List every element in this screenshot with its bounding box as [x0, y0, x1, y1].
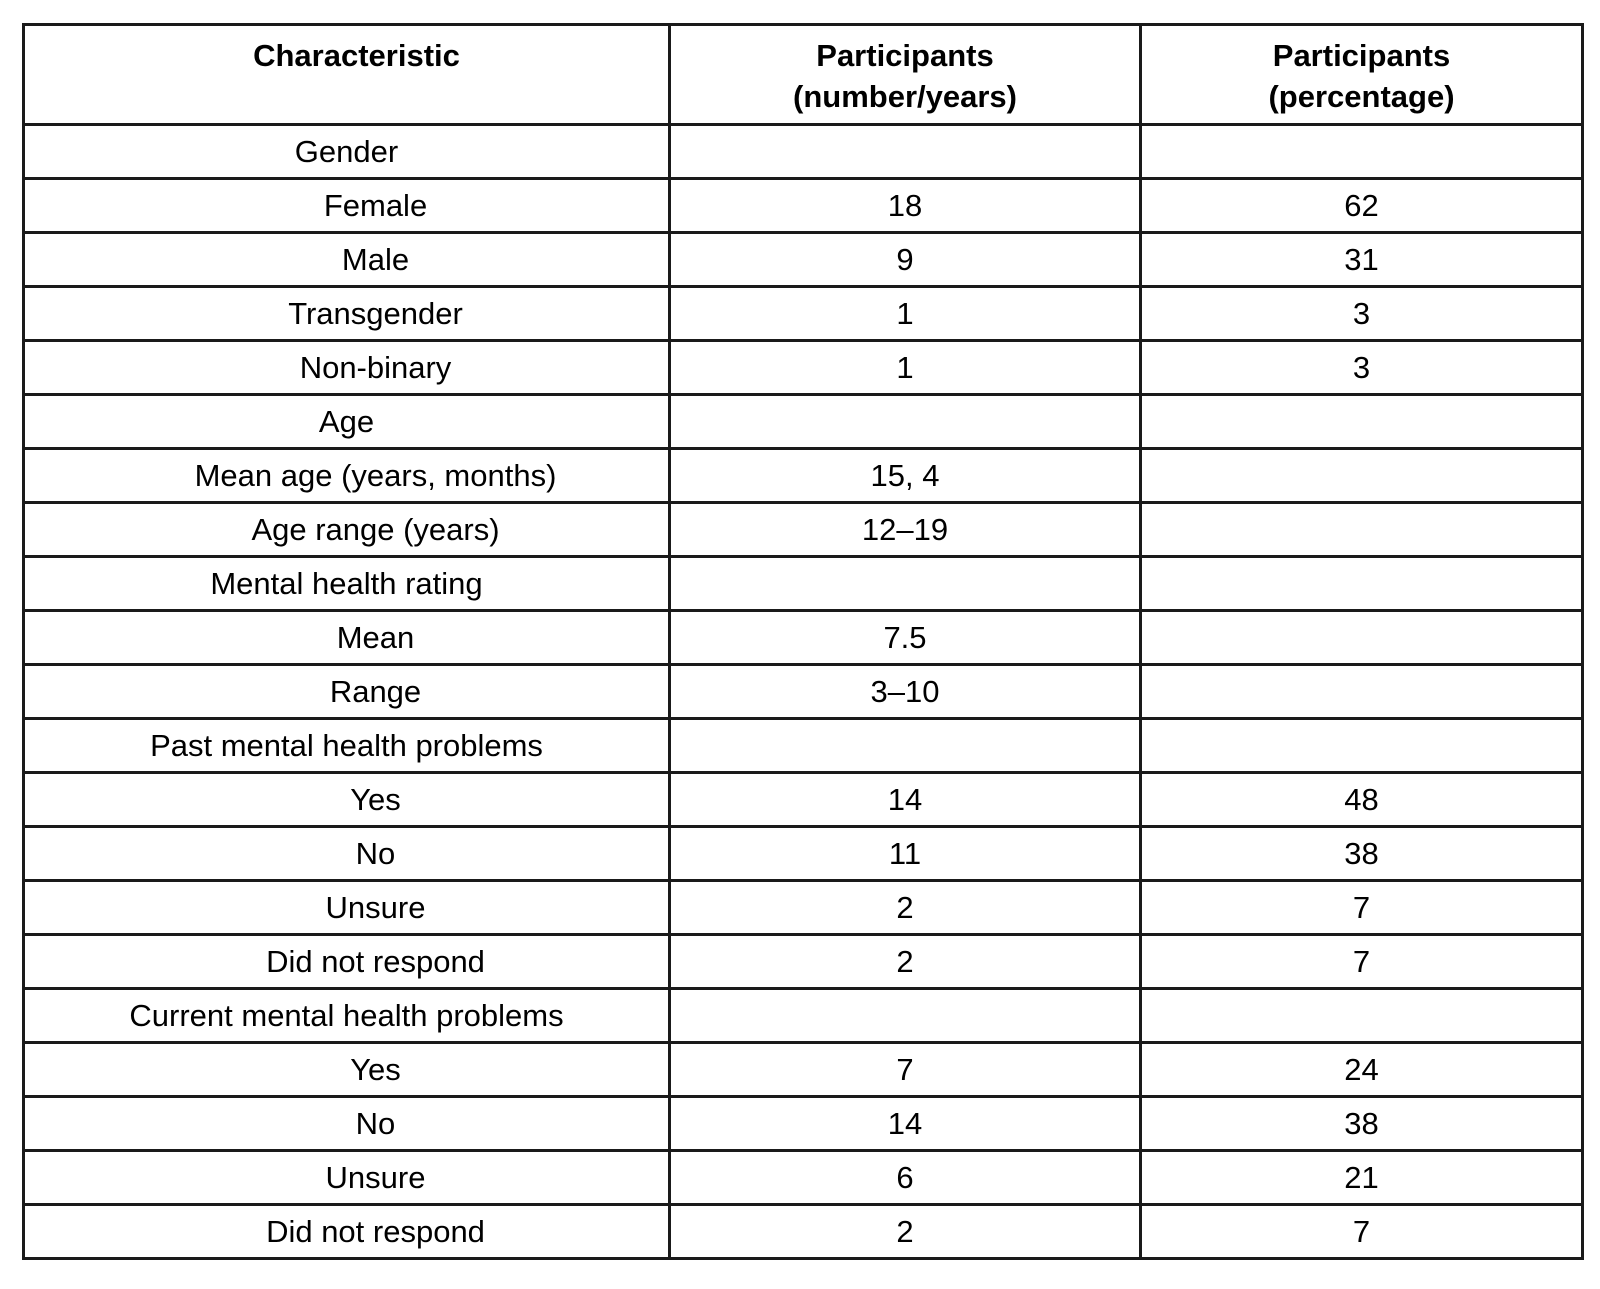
- row-participants-number: [668, 555, 1142, 612]
- row-participants-percentage: [1139, 123, 1584, 180]
- table-row-item: Unsure 6 21: [22, 1149, 1584, 1206]
- table-row-item: Age range (years) 12–19: [22, 501, 1584, 558]
- header-participants-number: Participants (number/years): [668, 23, 1142, 126]
- table-row-item: Mean 7.5: [22, 609, 1584, 666]
- row-participants-percentage: 38: [1139, 825, 1584, 882]
- row-label: Mental health rating: [22, 555, 671, 612]
- table-row-item: Unsure 2 7: [22, 879, 1584, 936]
- table-row-section: Mental health rating: [22, 555, 1584, 612]
- row-participants-percentage: 21: [1139, 1149, 1584, 1206]
- table-row-item: Range 3–10: [22, 663, 1584, 720]
- row-participants-percentage: [1139, 393, 1584, 450]
- row-label: Yes: [22, 771, 671, 828]
- row-participants-percentage: 31: [1139, 231, 1584, 288]
- table-row-item: Non-binary 1 3: [22, 339, 1584, 396]
- row-participants-percentage: 24: [1139, 1041, 1584, 1098]
- row-label: No: [22, 825, 671, 882]
- row-participants-percentage: [1139, 447, 1584, 504]
- row-participants-number: 6: [668, 1149, 1142, 1206]
- row-label: Yes: [22, 1041, 671, 1098]
- row-label: Past mental health problems: [22, 717, 671, 774]
- row-label: Did not respond: [22, 1203, 671, 1260]
- row-participants-percentage: [1139, 663, 1584, 720]
- table-row-item: No 11 38: [22, 825, 1584, 882]
- row-participants-number: 15, 4: [668, 447, 1142, 504]
- header-participants-number-line2: (number/years): [793, 79, 1017, 114]
- header-characteristic: Characteristic: [22, 23, 671, 126]
- header-participants-number-line1: Participants: [816, 38, 994, 73]
- table-row-section: Gender: [22, 123, 1584, 180]
- row-participants-percentage: [1139, 609, 1584, 666]
- table-row-item: No 14 38: [22, 1095, 1584, 1152]
- row-label: Transgender: [22, 285, 671, 342]
- row-participants-number: 7: [668, 1041, 1142, 1098]
- row-label: Mean age (years, months): [22, 447, 671, 504]
- header-participants-percentage: Participants (percentage): [1139, 23, 1584, 126]
- row-participants-percentage: 48: [1139, 771, 1584, 828]
- row-label: Range: [22, 663, 671, 720]
- table-row-item: Yes 7 24: [22, 1041, 1584, 1098]
- row-participants-number: [668, 717, 1142, 774]
- row-label: Age range (years): [22, 501, 671, 558]
- row-label: Age: [22, 393, 671, 450]
- header-row: Characteristic Participants (number/year…: [22, 23, 1584, 126]
- row-label: Current mental health problems: [22, 987, 671, 1044]
- table-body: Gender Female 18 62 Male 9 31 Transgender 1 3 Non-…: [22, 123, 1584, 1260]
- row-label: No: [22, 1095, 671, 1152]
- row-participants-number: [668, 987, 1142, 1044]
- row-participants-percentage: [1139, 987, 1584, 1044]
- row-participants-percentage: 62: [1139, 177, 1584, 234]
- row-label: Unsure: [22, 1149, 671, 1206]
- page: Characteristic Participants (number/year…: [22, 23, 1584, 1260]
- table-row-item: Mean age (years, months) 15, 4: [22, 447, 1584, 504]
- row-participants-number: 18: [668, 177, 1142, 234]
- row-participants-percentage: 3: [1139, 285, 1584, 342]
- row-participants-number: 9: [668, 231, 1142, 288]
- table-row-item: Did not respond 2 7: [22, 933, 1584, 990]
- row-participants-number: 3–10: [668, 663, 1142, 720]
- row-label: Mean: [22, 609, 671, 666]
- row-participants-percentage: 7: [1139, 1203, 1584, 1260]
- row-participants-number: 11: [668, 825, 1142, 882]
- row-participants-percentage: [1139, 717, 1584, 774]
- row-participants-number: 14: [668, 771, 1142, 828]
- row-label: Did not respond: [22, 933, 671, 990]
- row-participants-number: 1: [668, 339, 1142, 396]
- row-participants-number: 2: [668, 879, 1142, 936]
- row-participants-number: [668, 393, 1142, 450]
- table-row-item: Transgender 1 3: [22, 285, 1584, 342]
- row-participants-percentage: 3: [1139, 339, 1584, 396]
- table-row-item: Yes 14 48: [22, 771, 1584, 828]
- row-participants-number: [668, 123, 1142, 180]
- row-label: Non-binary: [22, 339, 671, 396]
- participant-characteristics-table: Characteristic Participants (number/year…: [22, 23, 1584, 1260]
- table-row-section: Past mental health problems: [22, 717, 1584, 774]
- row-participants-number: 1: [668, 285, 1142, 342]
- row-participants-number: 2: [668, 1203, 1142, 1260]
- header-participants-percentage-line1: Participants: [1272, 38, 1451, 73]
- table-row-section: Age: [22, 393, 1584, 450]
- table-row-section: Current mental health problems: [22, 987, 1584, 1044]
- row-label: Female: [22, 177, 671, 234]
- table-row-item: Male 9 31: [22, 231, 1584, 288]
- table-row-item: Female 18 62: [22, 177, 1584, 234]
- row-participants-percentage: [1139, 555, 1584, 612]
- row-label: Unsure: [22, 879, 671, 936]
- row-participants-number: 12–19: [668, 501, 1142, 558]
- header-participants-percentage-line2: (percentage): [1268, 79, 1455, 114]
- row-participants-number: 2: [668, 933, 1142, 990]
- row-participants-percentage: [1139, 501, 1584, 558]
- row-participants-number: 7.5: [668, 609, 1142, 666]
- row-label: Male: [22, 231, 671, 288]
- table-row-item: Did not respond 2 7: [22, 1203, 1584, 1260]
- row-label: Gender: [22, 123, 671, 180]
- row-participants-percentage: 38: [1139, 1095, 1584, 1152]
- row-participants-number: 14: [668, 1095, 1142, 1152]
- row-participants-percentage: 7: [1139, 933, 1584, 990]
- row-participants-percentage: 7: [1139, 879, 1584, 936]
